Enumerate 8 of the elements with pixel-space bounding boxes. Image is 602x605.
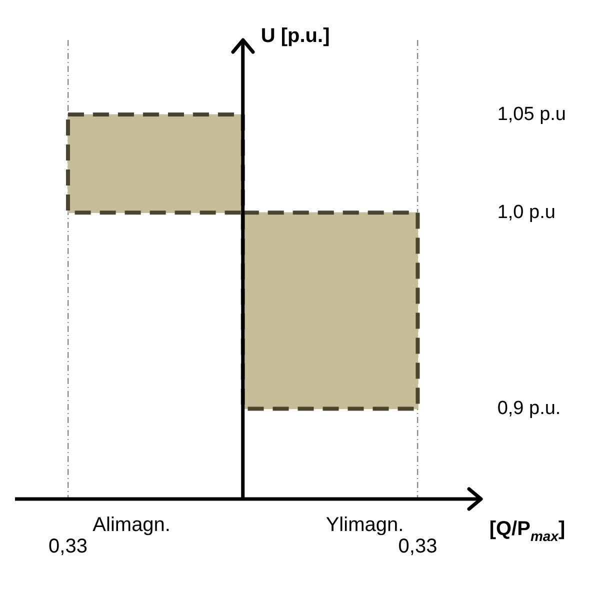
y-tick-label: 1,0 p.u xyxy=(497,202,556,223)
y-tick-label: 1,05 p.u xyxy=(497,104,566,125)
text: Alimagn. xyxy=(92,514,170,536)
text: Ylimagn. xyxy=(326,514,404,536)
x-tick-label: 0,33 xyxy=(398,536,438,558)
x-tick-label: 0,33 xyxy=(48,536,88,558)
y-tick-label: 0,9 p.u. xyxy=(497,398,561,420)
y-axis-title: U [p.u.] xyxy=(260,25,330,47)
